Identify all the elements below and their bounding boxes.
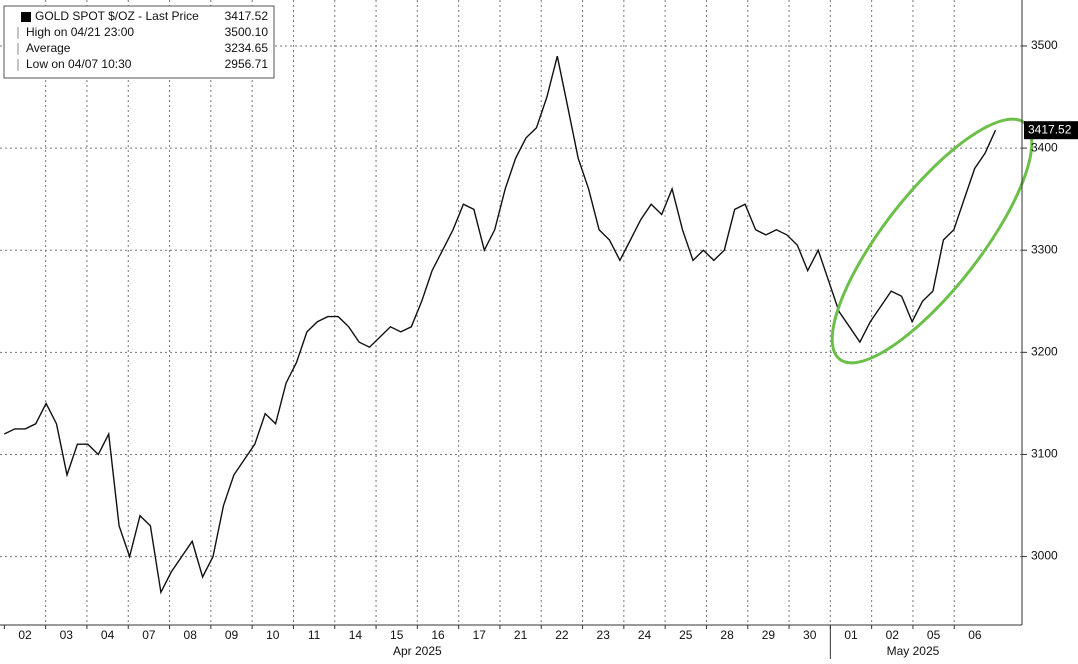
y-tick-label: 3000 bbox=[1031, 549, 1058, 563]
month-label: May 2025 bbox=[887, 644, 940, 658]
x-tick-label: 11 bbox=[308, 628, 321, 642]
x-tick-label: 06 bbox=[968, 628, 982, 642]
x-tick-label: 24 bbox=[638, 628, 652, 642]
x-tick-label: 21 bbox=[514, 628, 528, 642]
x-tick-label: 30 bbox=[803, 628, 817, 642]
x-tick-label: 15 bbox=[390, 628, 404, 642]
last-price-box bbox=[1024, 121, 1078, 140]
y-tick-label: 3100 bbox=[1031, 447, 1058, 461]
x-tick-label: 07 bbox=[142, 628, 156, 642]
x-tick-label: 04 bbox=[101, 628, 115, 642]
plot bbox=[3, 56, 997, 595]
x-tick-label: 23 bbox=[597, 628, 611, 642]
legend-swatch bbox=[21, 12, 31, 22]
legend-box bbox=[3, 5, 275, 79]
legend-label: Low on 04/07 10:30 bbox=[26, 57, 132, 71]
legend-value: 3417.52 bbox=[225, 9, 269, 23]
x-tick-label: 03 bbox=[60, 628, 74, 642]
x-tick-label: 22 bbox=[555, 628, 569, 642]
axes: 3000 3100 3200 3300 3400 3500 02 03 04 07 08 09 10 11… bbox=[3, 38, 1078, 659]
legend-label: Average bbox=[26, 41, 71, 55]
legend-value: 2956.71 bbox=[225, 57, 269, 71]
x-tick-label: 16 bbox=[431, 628, 445, 642]
x-tick-label: 29 bbox=[762, 628, 776, 642]
y-tick-label: 3200 bbox=[1031, 345, 1058, 359]
y-tick-label: 3300 bbox=[1031, 242, 1058, 256]
x-tick-label: 14 bbox=[349, 628, 363, 642]
plot-area bbox=[0, 0, 1022, 625]
x-tick-label: 02 bbox=[18, 628, 32, 642]
legend-label: High on 04/21 23:00 bbox=[26, 25, 134, 39]
x-tick-label: 28 bbox=[720, 628, 734, 642]
price-line bbox=[3, 56, 997, 595]
month-label: Apr 2025 bbox=[393, 644, 442, 658]
y-tick-label: 3400 bbox=[1031, 140, 1058, 154]
x-tick-label: 25 bbox=[679, 628, 693, 642]
x-tick-label: 09 bbox=[225, 628, 239, 642]
last-price-label: 3417.52 bbox=[1028, 122, 1072, 136]
x-tick-label: 08 bbox=[184, 628, 198, 642]
legend-value: 3234.65 bbox=[225, 41, 269, 55]
y-tick-label: 3500 bbox=[1031, 38, 1058, 52]
x-tick-label: 17 bbox=[473, 628, 487, 642]
legend-label: GOLD SPOT $/OZ - Last Price bbox=[35, 9, 199, 23]
x-tick-label: 10 bbox=[266, 628, 280, 642]
legend-value: 3500.10 bbox=[225, 25, 269, 39]
legend: GOLD SPOT $/OZ - Last Price 3417.52 High o… bbox=[3, 5, 275, 79]
x-tick-label: 05 bbox=[927, 628, 941, 642]
x-tick-label: 02 bbox=[886, 628, 900, 642]
x-tick-label: 01 bbox=[844, 628, 858, 642]
